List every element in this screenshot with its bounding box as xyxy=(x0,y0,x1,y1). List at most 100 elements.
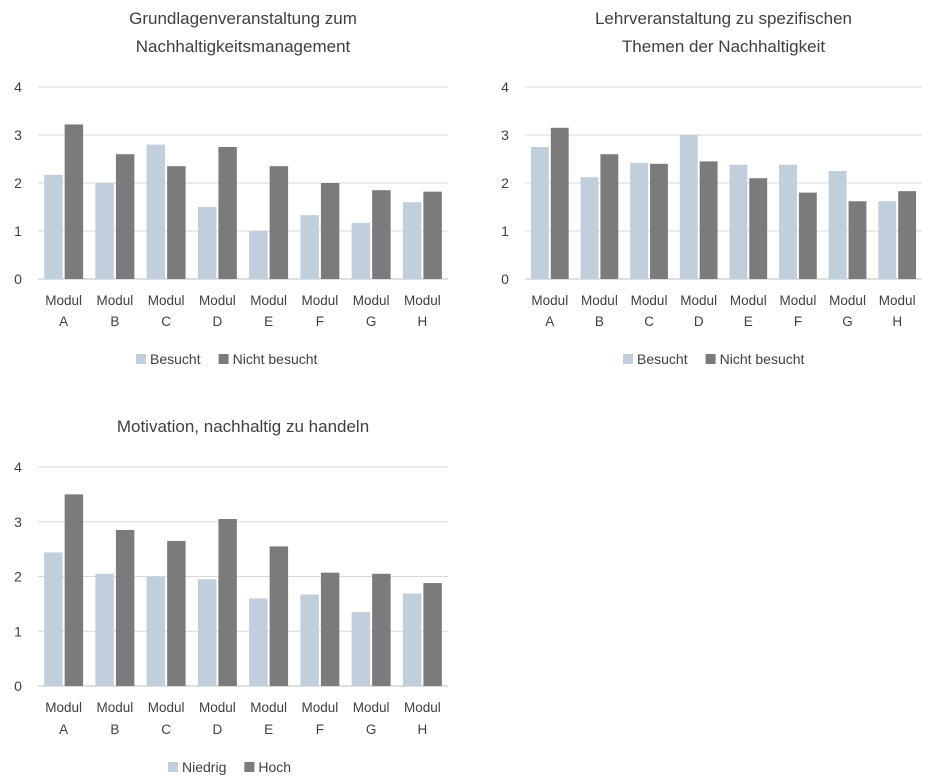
legend-label: Nicht besucht xyxy=(233,351,318,367)
y-tick-label: 4 xyxy=(14,79,22,95)
legend-label: Hoch xyxy=(258,759,291,775)
bar-nicht-besucht-g xyxy=(372,190,391,279)
x-tick-label: F xyxy=(316,722,324,737)
bar-hoch-d xyxy=(218,519,237,686)
bar-niedrig-f xyxy=(300,594,319,686)
chart-motivation: Motivation, nachhaltig zu handeln 0 1 2 3 4 Mo… xyxy=(14,417,448,775)
bar-besucht-a xyxy=(44,174,63,279)
bar-besucht-d xyxy=(679,135,698,279)
bar-hoch-c xyxy=(167,540,186,686)
bar-niedrig-h xyxy=(402,593,422,686)
bar-niedrig-a xyxy=(44,552,63,686)
y-tick-label: 3 xyxy=(501,127,509,143)
x-tick-label: Modul xyxy=(631,293,668,308)
y-tick-label: 2 xyxy=(14,175,22,191)
x-tick-label: Modul xyxy=(45,700,82,715)
x-tick-label: Modul xyxy=(45,293,82,308)
x-tick-label: H xyxy=(418,314,428,329)
bar-hoch-f xyxy=(320,572,340,686)
x-tick-label: F xyxy=(316,314,324,329)
x-tick-label: Modul xyxy=(301,700,338,715)
x-tick-label: Modul xyxy=(148,293,185,308)
x-tick-label: B xyxy=(110,722,119,737)
bar-nicht-besucht-d xyxy=(699,161,718,279)
bar-besucht-d xyxy=(197,207,217,279)
bar-niedrig-g xyxy=(351,612,371,686)
x-tick-label: Modul xyxy=(353,293,390,308)
chart-lehrveranstaltung: Lehrveranstaltung zu spezifischen Themen … xyxy=(501,9,922,367)
bar-nicht-besucht-c xyxy=(650,163,668,279)
bar-hoch-g xyxy=(372,573,391,686)
chart-grundlagenveranstaltung: Grundlagenveranstaltung zum Nachhaltigkei… xyxy=(14,9,448,367)
bar-besucht-h xyxy=(878,201,897,279)
bar-niedrig-e xyxy=(249,598,268,686)
legend-swatch xyxy=(168,762,178,772)
bar-nicht-besucht-b xyxy=(115,154,135,279)
x-tick-label: Modul xyxy=(829,293,866,308)
x-tick-label: Modul xyxy=(250,700,287,715)
y-tick-label: 0 xyxy=(14,271,22,287)
x-tick-label: H xyxy=(418,722,428,737)
x-tick-label: C xyxy=(644,314,654,329)
bar-nicht-besucht-g xyxy=(848,201,867,279)
chart-title: Themen der Nachhaltigkeit xyxy=(622,37,825,56)
x-tick-label: Modul xyxy=(531,293,568,308)
bar-nicht-besucht-f xyxy=(320,183,340,279)
chart-title: Motivation, nachhaltig zu handeln xyxy=(117,417,369,436)
legend-swatch xyxy=(623,354,633,364)
y-tick-label: 2 xyxy=(14,569,22,585)
x-tick-label: Modul xyxy=(199,700,236,715)
chart-title: Lehrveranstaltung zu spezifischen xyxy=(595,9,852,28)
legend-label: Besucht xyxy=(150,351,201,367)
bar-hoch-h xyxy=(423,583,442,686)
x-tick-label: F xyxy=(794,314,802,329)
legend-swatch xyxy=(136,354,146,364)
bar-besucht-h xyxy=(402,202,422,279)
y-tick-label: 3 xyxy=(14,514,22,530)
bar-besucht-f xyxy=(300,215,319,279)
x-tick-label: G xyxy=(366,314,377,329)
bar-nicht-besucht-c xyxy=(167,166,186,279)
legend-swatch xyxy=(705,354,716,364)
legend-swatch xyxy=(218,354,229,364)
x-tick-label: Modul xyxy=(353,700,390,715)
bar-besucht-g xyxy=(351,222,371,279)
y-tick-label: 4 xyxy=(14,459,22,475)
x-tick-label: Modul xyxy=(301,293,338,308)
bar-hoch-b xyxy=(115,529,135,686)
x-tick-label: A xyxy=(545,314,554,329)
x-tick-label: E xyxy=(264,314,273,329)
bar-besucht-b xyxy=(580,177,599,279)
y-tick-label: 4 xyxy=(501,79,509,95)
bar-besucht-a xyxy=(530,147,549,279)
x-tick-label: E xyxy=(264,722,273,737)
chart-title: Grundlagenveranstaltung zum xyxy=(129,9,357,28)
x-tick-label: Modul xyxy=(96,293,133,308)
bar-nicht-besucht-f xyxy=(798,192,817,279)
bar-besucht-c xyxy=(630,162,649,279)
x-tick-label: A xyxy=(59,722,68,737)
bar-niedrig-c xyxy=(146,576,166,686)
bar-nicht-besucht-e xyxy=(749,178,768,279)
x-tick-label: Modul xyxy=(404,700,441,715)
y-tick-label: 3 xyxy=(14,127,22,143)
bar-nicht-besucht-h xyxy=(423,191,442,279)
y-tick-label: 0 xyxy=(14,678,22,694)
y-tick-label: 1 xyxy=(14,623,22,639)
bar-niedrig-d xyxy=(197,579,217,686)
x-tick-label: Modul xyxy=(96,700,133,715)
x-tick-label: Modul xyxy=(250,293,287,308)
x-tick-label: Modul xyxy=(148,700,185,715)
x-tick-label: Modul xyxy=(680,293,717,308)
x-tick-label: Modul xyxy=(404,293,441,308)
bar-nicht-besucht-h xyxy=(898,191,917,279)
x-tick-label: B xyxy=(110,314,119,329)
x-tick-label: E xyxy=(744,314,753,329)
x-tick-label: D xyxy=(694,314,704,329)
legend-label: Besucht xyxy=(637,351,688,367)
x-tick-label: C xyxy=(161,314,171,329)
legend-swatch xyxy=(244,762,255,772)
x-tick-label: Modul xyxy=(780,293,817,308)
bar-nicht-besucht-d xyxy=(218,147,237,279)
bar-besucht-f xyxy=(779,164,797,279)
